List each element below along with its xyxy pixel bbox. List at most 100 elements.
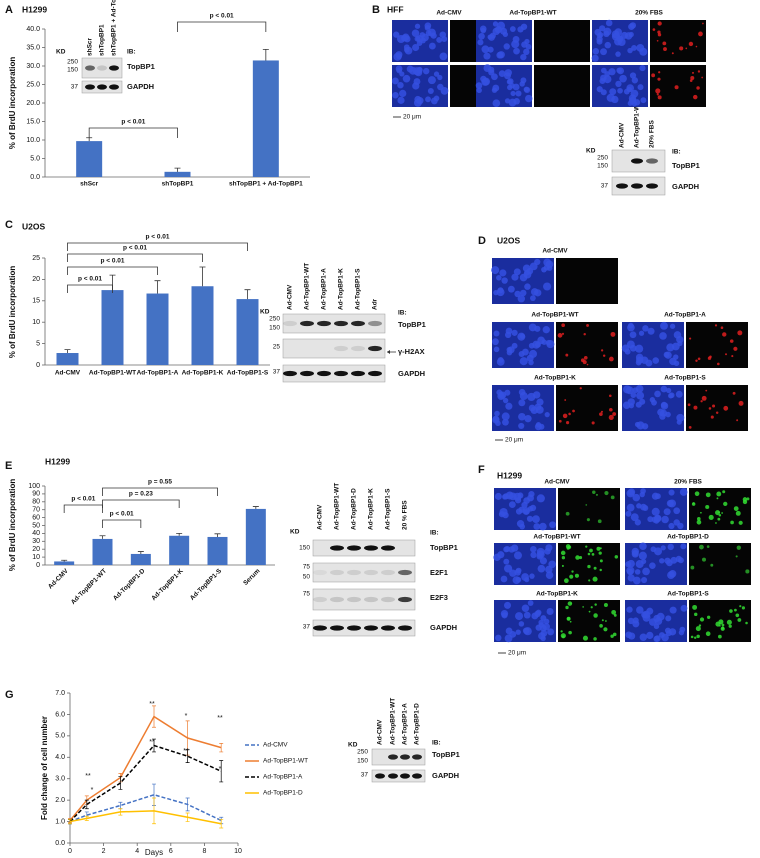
significance-mark: **: [183, 748, 189, 755]
blot-protein: GAPDH: [432, 771, 459, 780]
cell-signal: [526, 515, 533, 522]
blot-band: [368, 370, 382, 377]
arrow-head: [387, 350, 390, 354]
cell-signal: [518, 412, 526, 421]
y-tick-label: 30.0: [26, 63, 40, 70]
cell-signal: [591, 54, 599, 62]
cell-signal: [416, 67, 423, 74]
cell-signal: [496, 288, 505, 297]
cell-signal: [705, 631, 711, 637]
cell-signal: [519, 357, 528, 366]
cell-signal: [518, 422, 525, 430]
cell-signal: [504, 389, 511, 396]
kd-marker: 75: [303, 564, 311, 571]
cell-signal: [666, 387, 672, 394]
blot-ib: IB:: [430, 530, 439, 537]
cell-signal: [665, 615, 672, 622]
y-tick-label: 10.0: [26, 137, 40, 144]
cell-signal: [483, 52, 491, 60]
error-bar: [152, 797, 156, 825]
cell-signal: [653, 515, 662, 523]
cell-signal: [480, 27, 487, 34]
cell-signal: [503, 43, 510, 50]
cell-signal: [574, 573, 579, 578]
cell-signal: [504, 545, 511, 553]
significance-mark: *: [219, 766, 222, 773]
significance-mark: *: [91, 787, 94, 794]
y-tick-label: 15: [32, 298, 40, 305]
cell-signal: [529, 262, 538, 271]
blot-kd: KD: [290, 529, 300, 536]
blot-band: [330, 596, 344, 603]
cell-signal: [697, 357, 701, 361]
cell-signal: [508, 98, 517, 107]
cell-signal: [700, 400, 703, 403]
micrograph: [689, 543, 751, 585]
y-tick-label: 0.0: [55, 840, 65, 847]
cell-signal: [632, 576, 641, 585]
cell-signal: [630, 513, 639, 522]
cell-signal: [523, 86, 530, 93]
cell-signal: [515, 612, 524, 621]
blot-band: [85, 65, 95, 71]
cell-signal: [583, 332, 586, 336]
cell-signal: [691, 502, 696, 506]
cell-signal: [608, 414, 614, 421]
cell-signal: [535, 624, 542, 631]
kd-marker: 37: [71, 84, 79, 91]
cell-signal: [397, 96, 405, 104]
y-tick-label: 0: [36, 562, 40, 569]
x-tick-label: shScr: [80, 181, 99, 188]
bar: [56, 353, 79, 365]
condition-label: Ad-CMV: [542, 248, 568, 255]
cell-signal: [562, 413, 568, 419]
lane-label: 20 % FBS: [402, 500, 409, 530]
blot-band: [330, 569, 344, 576]
cell-signal: [518, 388, 526, 396]
cell-signal: [501, 612, 508, 619]
cell-signal: [698, 624, 702, 627]
cell-signal: [537, 336, 545, 345]
cell-signal: [741, 606, 745, 610]
cell-signal: [666, 343, 675, 352]
cell-signal: [568, 412, 571, 416]
cell-signal: [697, 70, 701, 73]
cell-signal: [529, 573, 535, 579]
cell-signal: [520, 23, 528, 30]
cell-signal: [507, 78, 514, 85]
cell-signal: [642, 505, 649, 511]
cell-signal: [696, 519, 702, 525]
cell-signal: [695, 359, 698, 362]
error-bar: [68, 819, 72, 825]
cell-signal: [732, 391, 736, 395]
cell-signal: [742, 499, 748, 505]
cell-signal: [663, 508, 671, 516]
micrograph: [556, 385, 618, 431]
cell-signal: [721, 623, 725, 627]
cell-signal: [615, 80, 622, 88]
cell-signal: [537, 564, 546, 573]
cell-signal: [475, 82, 483, 89]
cell-signal: [526, 354, 534, 362]
cell-signal: [721, 512, 724, 514]
blot-band: [398, 625, 412, 631]
x-tick-label: 0: [68, 848, 72, 855]
cell-signal: [515, 567, 522, 574]
cell-signal: [402, 74, 411, 83]
cell-signal: [517, 492, 524, 499]
cell-signal: [625, 386, 634, 395]
cell-signal: [658, 71, 661, 74]
cell-signal: [632, 620, 640, 628]
cell-signal: [518, 350, 525, 358]
cell-signal: [649, 562, 656, 569]
cell-signal: [575, 555, 580, 560]
cell-signal: [422, 67, 430, 75]
cell-signal: [646, 607, 654, 615]
cell-signal: [625, 510, 632, 517]
x-tick-label: Ad-TopBP1-A: [137, 370, 179, 377]
blot-kd: KD: [348, 742, 358, 749]
cell-signal: [627, 617, 635, 625]
cell-signal: [647, 327, 655, 335]
cell-signal: [545, 571, 554, 579]
cell-signal: [511, 329, 518, 336]
